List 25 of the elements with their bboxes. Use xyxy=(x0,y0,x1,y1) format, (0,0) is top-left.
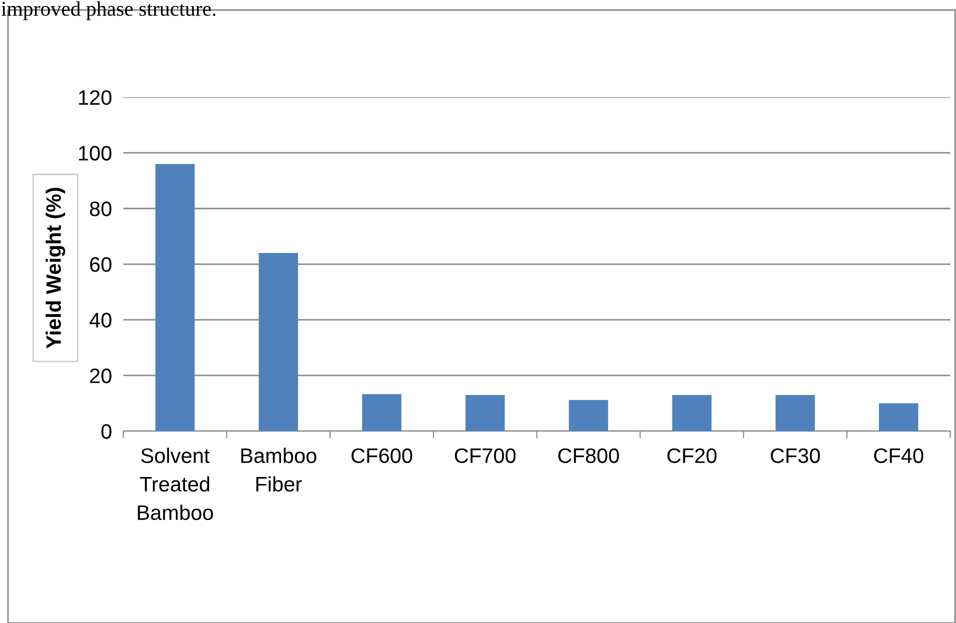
y-tick-label: 80 xyxy=(90,202,112,216)
text: improved phase structure. xyxy=(1,1,216,20)
x-tick-label: CF700 xyxy=(454,448,516,464)
x-tick-label: CF20 xyxy=(667,448,717,464)
x-tick-label: Bamboo Fiber xyxy=(241,448,316,492)
bar xyxy=(776,394,815,432)
y-tick-label: 120 xyxy=(79,90,112,105)
y-tick-label: 60 xyxy=(90,257,112,272)
bar xyxy=(362,394,402,432)
x-tick-label: CF40 xyxy=(874,448,924,464)
y-tick-label: 20 xyxy=(90,368,112,384)
x-tick-label: CF30 xyxy=(770,448,820,464)
x-tick-label: Solvent Treated Bamboo xyxy=(138,448,213,520)
y-tick-label: 100 xyxy=(79,146,112,161)
y-axis-title: Yield Weight (%) xyxy=(46,188,66,349)
bar xyxy=(672,394,712,432)
bar xyxy=(465,394,505,432)
x-tick-label: CF800 xyxy=(558,448,619,464)
bar xyxy=(568,400,608,432)
x-tick-label: CF600 xyxy=(352,448,412,464)
y-tick-label: 0 xyxy=(101,424,112,439)
bar xyxy=(878,403,918,432)
bar xyxy=(258,253,298,432)
y-tick-label: 40 xyxy=(90,312,112,328)
bar xyxy=(155,164,195,432)
